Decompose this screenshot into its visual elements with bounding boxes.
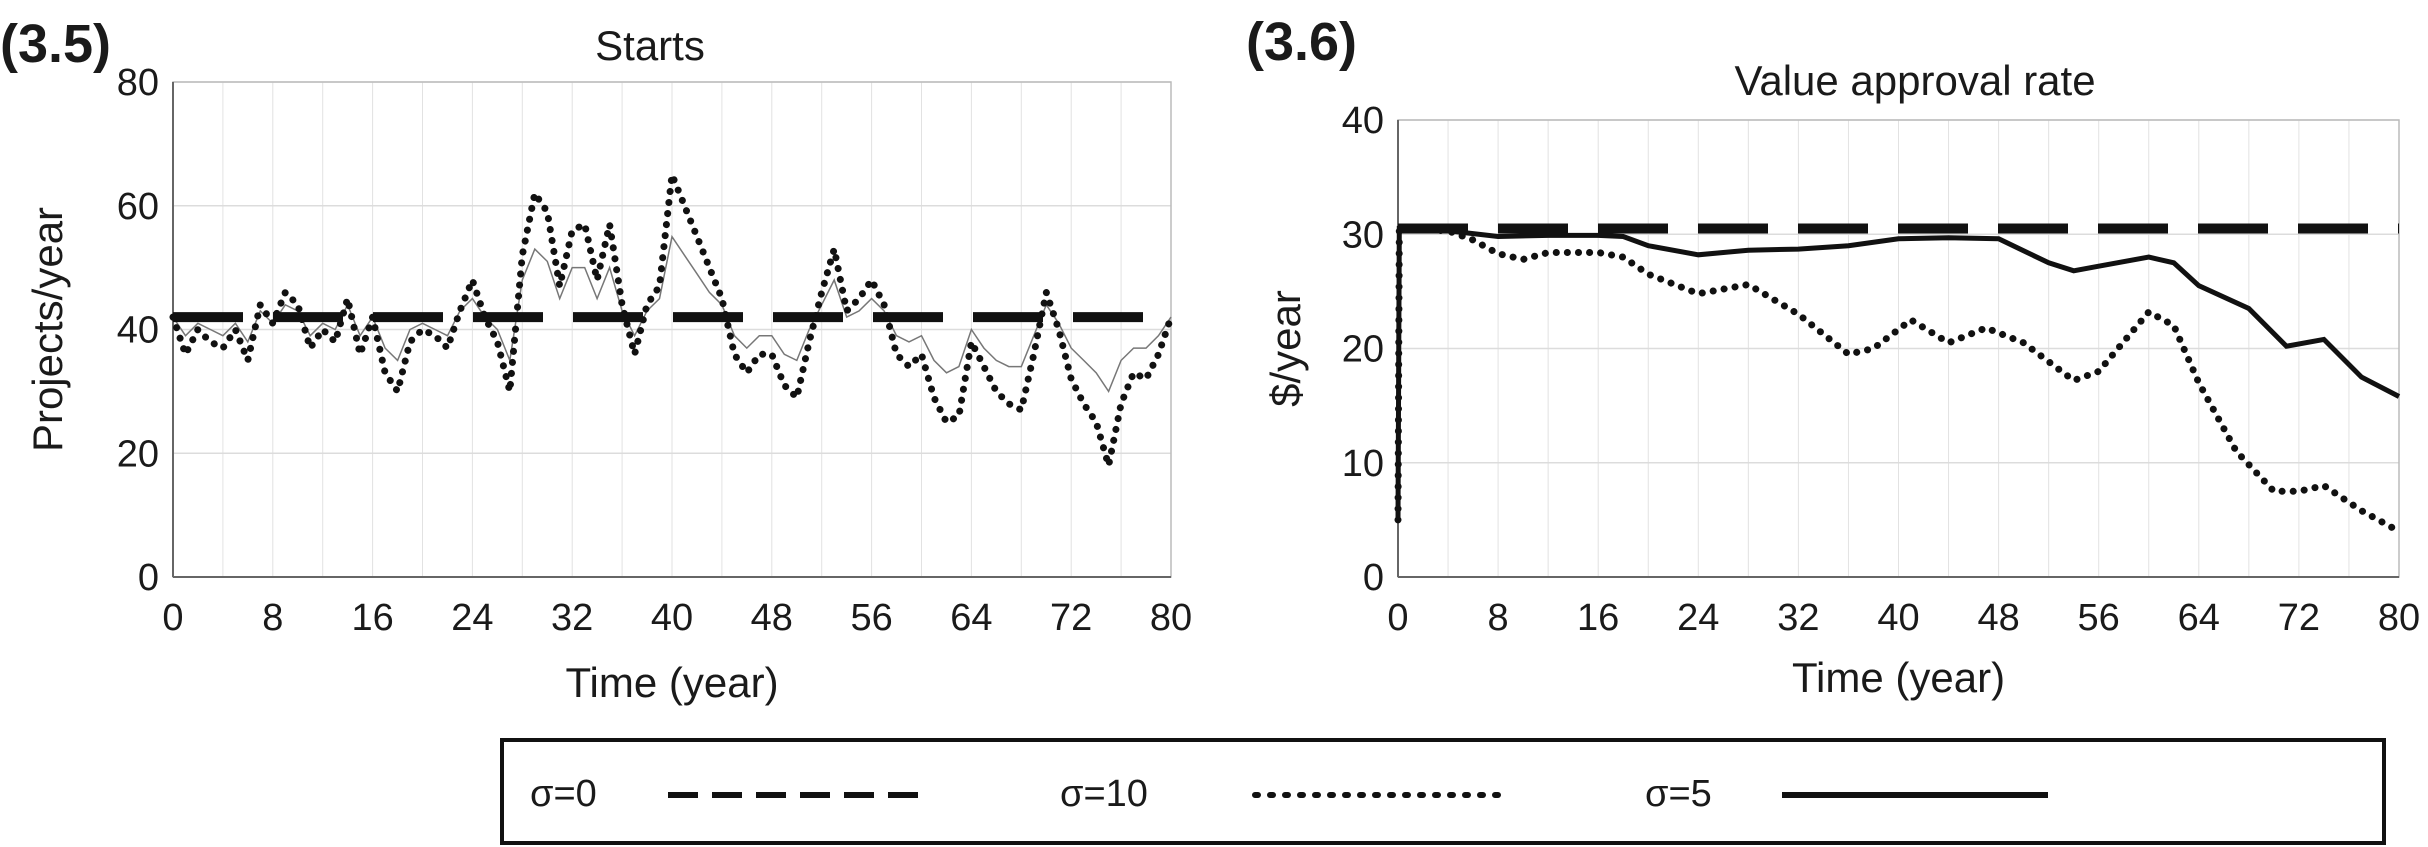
x-tick-label: 72 [1050, 597, 1092, 639]
x-tick-label: 80 [1150, 597, 1192, 639]
legend-label-sigma5: σ=5 [1645, 773, 1712, 815]
y-axis-label: $/year [1262, 290, 1309, 407]
y-tick-label: 40 [1342, 100, 1384, 142]
y-tick-label: 80 [117, 62, 159, 104]
chart-title: Value approval rate [1734, 57, 2095, 104]
x-axis-label: Time (year) [565, 659, 778, 706]
x-tick-label: 56 [850, 597, 892, 639]
x-tick-label: 0 [1387, 597, 1408, 639]
y-tick-label: 40 [117, 310, 159, 352]
series-line-sigma-10 [1394, 224, 2403, 535]
starts-chart: (3.5) Starts 0 20 40 60 80 0 8 16 24 32 40 48 56 64 72 80… [0, 14, 1192, 706]
x-tick-label: 40 [1877, 597, 1919, 639]
x-tick-label: 72 [2278, 597, 2320, 639]
y-tick-label: 0 [1363, 557, 1384, 599]
legend: σ=0 σ=10 σ=5 [500, 738, 2386, 845]
value-approval-rate-chart: (3.6) Value approval rate 0 10 20 30 40 0 8 16 24 3… [1246, 12, 2420, 701]
x-tick-label: 40 [651, 597, 693, 639]
legend-label-sigma10: σ=10 [1060, 773, 1148, 815]
x-tick-label: 48 [751, 597, 793, 639]
legend-box [500, 738, 2386, 845]
panel-label: (3.6) [1246, 12, 1357, 72]
x-tick-label: 48 [1977, 597, 2019, 639]
x-tick-label: 24 [1677, 597, 1719, 639]
y-tick-label: 20 [117, 433, 159, 475]
x-tick-label: 8 [1488, 597, 1509, 639]
y-axis-label: Projects/year [24, 207, 71, 452]
x-tick-label: 64 [950, 597, 992, 639]
x-tick-label: 24 [451, 597, 493, 639]
x-tick-label: 8 [262, 597, 283, 639]
y-tick-label: 60 [117, 186, 159, 228]
x-tick-label: 0 [162, 597, 183, 639]
x-tick-label: 32 [1777, 597, 1819, 639]
x-tick-label: 64 [2178, 597, 2220, 639]
x-tick-label: 80 [2378, 597, 2420, 639]
x-tick-label: 56 [2078, 597, 2120, 639]
x-axis-label: Time (year) [1792, 654, 2005, 701]
chart-title: Starts [595, 22, 705, 69]
y-tick-label: 30 [1342, 214, 1384, 256]
y-tick-label: 0 [138, 557, 159, 599]
x-tick-label: 32 [551, 597, 593, 639]
x-tick-label: 16 [351, 597, 393, 639]
y-tick-label: 10 [1342, 443, 1384, 485]
x-tick-label: 16 [1577, 597, 1619, 639]
series-line-sigma-5 [1395, 225, 2401, 520]
y-tick-label: 20 [1342, 329, 1384, 371]
legend-label-sigma0: σ=0 [530, 773, 597, 815]
panel-label: (3.5) [0, 14, 111, 74]
